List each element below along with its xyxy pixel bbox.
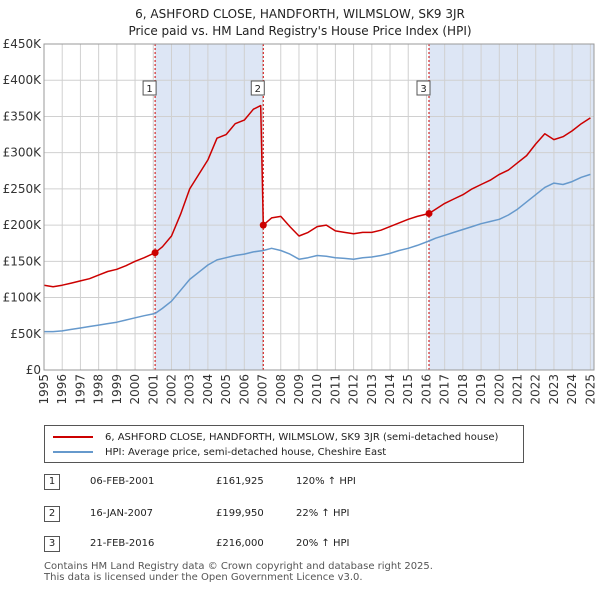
sale-hpi-change: 20% ↑ HPI (296, 538, 350, 549)
footer: Contains HM Land Registry data © Crown c… (44, 561, 433, 583)
sale-price: £216,000 (216, 538, 264, 549)
y-tick-label: £100K (3, 291, 43, 305)
y-tick-label: £400K (3, 73, 43, 87)
plot-frame (43, 43, 595, 371)
x-tick-label: 2001 (146, 374, 160, 405)
sale-row: 1 06-FEB-2001 £161,925 120% ↑ HPI (44, 474, 404, 492)
y-tick-label: £300K (3, 146, 43, 160)
y-tick-label: £0 (26, 363, 41, 377)
y-tick-label: £50K (10, 327, 42, 341)
sale-hpi-change: 120% ↑ HPI (296, 476, 356, 487)
sale-row: 3 21-FEB-2016 £216,000 20% ↑ HPI (44, 536, 404, 554)
sale-point (259, 221, 267, 229)
sale-badge-label: 3 (420, 84, 426, 95)
series (43, 104, 591, 333)
x-tick-label: 1995 (37, 374, 51, 405)
x-tick-label: 2021 (511, 374, 525, 405)
x-tick-label: 2007 (256, 374, 270, 405)
x-tick-label: 2023 (547, 374, 561, 405)
y-tick-labels: £0 £50K £100K £150K £200K £250K £300K £350K £400… (3, 37, 43, 377)
footer-licence: This data is licensed under the Open Gov… (44, 572, 363, 583)
legend-item-property: 6, ASHFORD CLOSE, HANDFORTH, WILMSLOW, S… (53, 430, 498, 444)
sale-badge: 2 (250, 80, 265, 96)
x-tick-label: 2018 (456, 374, 470, 405)
sale-badge: 1 (142, 80, 157, 96)
chart-title: 6, ASHFORD CLOSE, HANDFORTH, WILMSLOW, S… (0, 6, 600, 40)
y-tick-label: £250K (3, 182, 43, 196)
x-tick-label: 2020 (492, 374, 506, 405)
y-tick-label: £200K (3, 218, 43, 232)
footer-copyright: Contains HM Land Registry data © Crown c… (44, 561, 433, 572)
x-tick-label: 2006 (237, 374, 251, 405)
sale-date: 16-JAN-2007 (90, 508, 154, 519)
legend-item-hpi: HPI: Average price, semi-detached house,… (53, 445, 386, 459)
x-tick-label: 1996 (55, 374, 69, 405)
hpi-line (44, 173, 591, 333)
sale-hpi-change: 22% ↑ HPI (296, 508, 350, 519)
legend-label-hpi: HPI: Average price, semi-detached house,… (105, 446, 387, 458)
sale-date: 21-FEB-2016 (90, 538, 155, 549)
x-tick-label: 1998 (92, 374, 106, 405)
x-tick-label: 2017 (438, 374, 452, 405)
x-tick-label: 2013 (365, 374, 379, 405)
x-tick-label: 2024 (565, 374, 579, 405)
chart-title-line2: Price paid vs. HM Land Registry's House … (128, 24, 472, 38)
sale-number: 2 (44, 506, 60, 522)
x-tick-label: 2011 (328, 374, 342, 405)
x-tick-label: 1999 (110, 374, 124, 405)
y-tick-label: £450K (3, 37, 43, 51)
x-tick-label: 2015 (401, 374, 415, 405)
shaded-span (155, 44, 264, 370)
sale-row: 2 16-JAN-2007 £199,950 22% ↑ HPI (44, 506, 404, 524)
legend-swatch-hpi (53, 451, 93, 453)
x-tick-label: 2019 (474, 374, 488, 405)
x-tick-label: 2009 (292, 374, 306, 405)
x-tick-label: 2016 (419, 374, 433, 405)
sale-price: £161,925 (216, 476, 264, 487)
sale-badge-box (250, 80, 265, 96)
sale-number: 3 (44, 536, 60, 552)
sale-badge-label: 2 (255, 84, 261, 95)
sale-points (151, 210, 433, 257)
sale-number: 1 (44, 474, 60, 490)
sale-price: £199,950 (216, 508, 264, 519)
sale-badge-box (416, 80, 431, 96)
sale-point (425, 210, 433, 218)
x-tick-label: 2002 (164, 374, 178, 405)
x-tick-label: 2000 (128, 374, 142, 405)
sale-badge: 3 (416, 80, 431, 96)
property-price-line (43, 104, 591, 288)
x-tick-label: 1997 (73, 374, 87, 405)
y-tick-label: £350K (3, 109, 43, 123)
sale-badges: 1 2 3 (142, 80, 431, 96)
x-tick-label: 2010 (310, 374, 324, 405)
x-tick-label: 2008 (274, 374, 288, 405)
grid (43, 43, 594, 371)
x-tick-label: 2004 (201, 374, 215, 405)
chart-title-line1: 6, ASHFORD CLOSE, HANDFORTH, WILMSLOW, S… (135, 7, 465, 21)
sale-point (151, 249, 159, 257)
legend: 6, ASHFORD CLOSE, HANDFORTH, WILMSLOW, S… (44, 425, 524, 463)
sale-badge-box (142, 80, 157, 96)
x-tick-labels: 1995 1996 1997 1998 1999 2000 2001 2002 2003 2004… (37, 374, 597, 405)
x-tick-label: 2003 (183, 374, 197, 405)
legend-label-property: 6, ASHFORD CLOSE, HANDFORTH, WILMSLOW, S… (105, 431, 499, 443)
x-tick-label: 2012 (347, 374, 361, 405)
shaded-regions (155, 44, 594, 370)
sale-date: 06-FEB-2001 (90, 476, 155, 487)
shaded-span (429, 44, 594, 370)
legend-swatch-property (53, 436, 93, 438)
price-chart: 1 2 3 £0 £50K £100K £150K £200K £250K £300K £350K… (3, 37, 598, 405)
y-tick-label: £150K (3, 254, 43, 268)
x-tick-label: 2022 (529, 374, 543, 405)
x-tick-label: 2005 (219, 374, 233, 405)
sale-badge-label: 1 (146, 84, 152, 95)
x-tick-label: 2025 (583, 374, 597, 405)
x-tick-label: 2014 (383, 374, 397, 405)
